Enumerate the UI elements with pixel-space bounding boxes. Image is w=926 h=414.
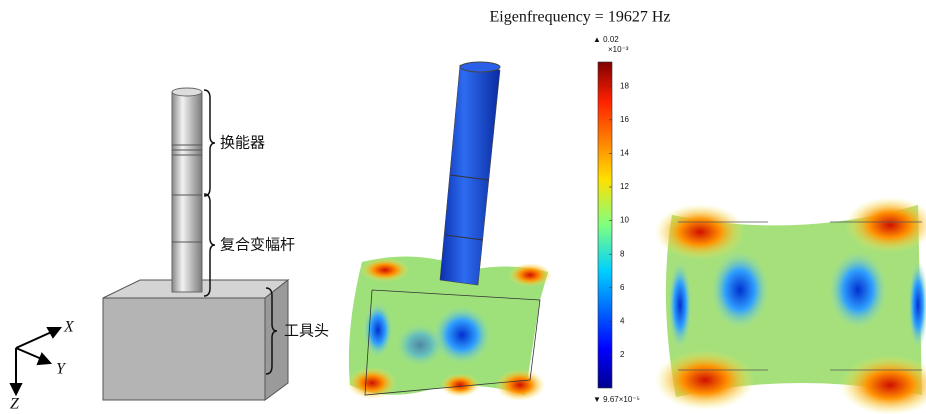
axis-triad: X Y Z [10, 319, 75, 413]
colorbar-tick-label: 4 [620, 317, 625, 326]
colorbar-tick-label: 16 [620, 115, 629, 124]
colorbar: ▲ 0.02 ×10⁻³ ▼ 9.67×10⁻⁵ 2 4 6 8 10 12 14 16 18 [593, 35, 640, 404]
model-mode [347, 62, 552, 401]
colorbar-scale: ×10⁻³ [608, 45, 629, 54]
colorbar-max: ▲ 0.02 [593, 35, 619, 44]
title: Eigenfrequency = 19627 Hz [490, 9, 671, 26]
colorbar-min: ▼ 9.67×10⁻⁵ [593, 395, 640, 404]
model-left: 换能器 复合变幅杆 工具头 [103, 88, 329, 400]
label-transducer: 换能器 [220, 134, 265, 152]
colorbar-tick-label: 12 [620, 182, 629, 191]
axis-y: Y [56, 361, 67, 378]
model-top-view [655, 197, 926, 414]
colorbar-tick-label: 6 [620, 283, 625, 292]
label-horn: 复合变幅杆 [220, 236, 295, 254]
figure: Eigenfrequency = 19627 Hz 换能器 复合变幅杆 工具头 … [0, 0, 926, 414]
axis-x: X [63, 319, 75, 336]
colorbar-tick-label: 18 [620, 81, 629, 90]
colorbar-tick-label: 8 [620, 249, 625, 258]
colorbar-tick-label: 14 [620, 149, 629, 158]
label-tool-head: 工具头 [284, 322, 329, 340]
colorbar-tick-label: 10 [620, 216, 629, 225]
colorbar-tick-label: 2 [620, 350, 625, 359]
axis-z: Z [10, 396, 20, 413]
